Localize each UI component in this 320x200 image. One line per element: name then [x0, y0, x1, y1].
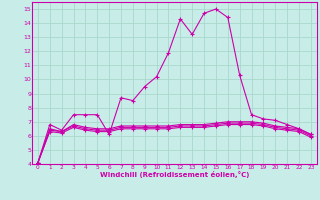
X-axis label: Windchill (Refroidissement éolien,°C): Windchill (Refroidissement éolien,°C): [100, 171, 249, 178]
